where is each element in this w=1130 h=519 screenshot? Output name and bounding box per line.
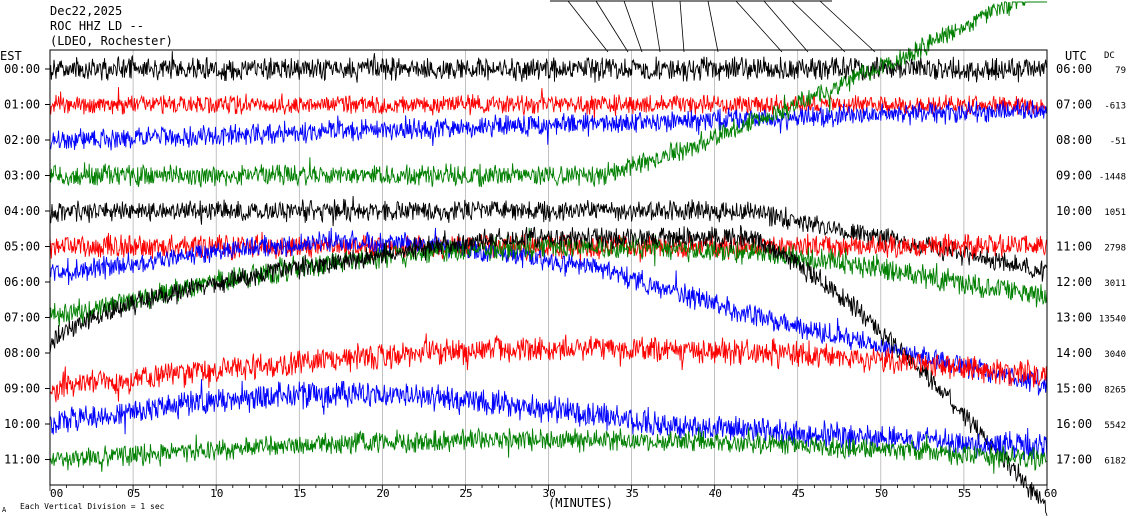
row-label-dc: -613 xyxy=(1104,102,1126,112)
row-label-dc: 5542 xyxy=(1104,421,1126,431)
trace-row-0100 xyxy=(49,87,1048,121)
row-label-utc: 10:00 xyxy=(1056,204,1092,218)
x-tick-label: 50 xyxy=(875,487,888,500)
event-pointer xyxy=(567,0,609,53)
trace-row-0900 xyxy=(49,333,1048,403)
event-pointer xyxy=(763,0,809,53)
trace-row-0800 xyxy=(49,224,1048,516)
x-tick-label: 30 xyxy=(543,487,556,500)
right-axis-label: UTC xyxy=(1065,49,1087,63)
row-label-utc: 17:00 xyxy=(1056,453,1092,467)
row-label-dc: 1051 xyxy=(1104,208,1126,218)
row-label-dc: 79 xyxy=(1115,66,1126,76)
header-station: ROC HHZ LD -- xyxy=(50,19,144,33)
row-label-est: 02:00 xyxy=(4,133,40,147)
label-layer: Dec22,2025 ROC HHZ LD -- (LDEO, Rocheste… xyxy=(0,4,1126,514)
x-tick-label: 60 xyxy=(1044,487,1057,500)
row-label-dc: 3040 xyxy=(1104,350,1126,360)
trace-row-1000 xyxy=(49,379,1048,461)
x-tick-label: 35 xyxy=(626,487,639,500)
footer-note: Each Vertical Division = 1 sec xyxy=(20,502,165,511)
trace-row-0300 xyxy=(49,1,1047,188)
trace-layer xyxy=(49,1,1048,516)
x-tick-label: 00 xyxy=(50,487,63,500)
row-label-est: 03:00 xyxy=(4,169,40,183)
trace-row-0000 xyxy=(49,51,1048,83)
x-tick-label: 20 xyxy=(376,487,389,500)
header-network: (LDEO, Rochester) xyxy=(50,34,173,48)
x-tick-label: 40 xyxy=(709,487,722,500)
row-label-dc: 8265 xyxy=(1104,386,1126,396)
left-axis-label: EST xyxy=(0,49,22,63)
row-label-utc: 16:00 xyxy=(1056,417,1092,431)
trace-row-0500 xyxy=(49,231,1048,266)
event-pointer xyxy=(595,0,629,53)
event-pointer xyxy=(791,0,846,53)
row-label-dc: 6182 xyxy=(1104,457,1126,467)
trace-row-0400 xyxy=(49,195,1048,282)
row-labels: 00:00 06:00 79 01:00 07:00 -613 02:00 08:00 -51 0… xyxy=(4,62,1126,467)
event-pointer xyxy=(623,0,643,53)
dc-column-label: DC xyxy=(1104,51,1115,61)
row-label-utc: 06:00 xyxy=(1056,62,1092,76)
trace-row-1100 xyxy=(49,426,1048,474)
x-tick-labels: 00 05 10 15 20 25 30 35 40 45 50 55 60 xyxy=(50,487,1057,500)
row-label-est: 09:00 xyxy=(4,382,40,396)
row-label-est: 06:00 xyxy=(4,275,40,289)
row-label-dc: -1448 xyxy=(1099,173,1126,183)
row-label-est: 11:00 xyxy=(4,453,40,467)
row-label-utc: 11:00 xyxy=(1056,240,1092,254)
row-label-dc: -51 xyxy=(1110,137,1126,147)
trace-row-0200 xyxy=(49,99,1048,151)
x-tick-label: 15 xyxy=(293,487,306,500)
row-label-est: 05:00 xyxy=(4,240,40,254)
x-axis-label: (MINUTES) xyxy=(548,496,613,510)
event-pointer xyxy=(679,0,685,53)
x-tick-label: 45 xyxy=(792,487,805,500)
event-pointer xyxy=(819,0,876,53)
row-label-utc: 13:00 xyxy=(1056,311,1092,325)
row-label-utc: 15:00 xyxy=(1056,382,1092,396)
event-pointer xyxy=(735,0,783,53)
row-label-dc: 3011 xyxy=(1104,279,1126,289)
x-tick-label: 55 xyxy=(958,487,971,500)
row-label-utc: 07:00 xyxy=(1056,98,1092,112)
row-label-utc: 14:00 xyxy=(1056,346,1092,360)
corner-mark: A xyxy=(2,506,7,514)
trace-row-0600 xyxy=(49,227,1048,397)
header-date: Dec22,2025 xyxy=(50,4,122,18)
plot-frame xyxy=(49,49,1048,486)
event-pointer xyxy=(707,0,719,53)
row-label-utc: 12:00 xyxy=(1056,275,1092,289)
row-label-utc: 08:00 xyxy=(1056,133,1092,147)
row-label-est: 04:00 xyxy=(4,204,40,218)
row-label-est: 08:00 xyxy=(4,346,40,360)
x-tick-label: 25 xyxy=(459,487,472,500)
row-label-est: 00:00 xyxy=(4,62,40,76)
row-label-est: 07:00 xyxy=(4,311,40,325)
event-pointer-lines xyxy=(550,0,876,53)
x-tick-label: 10 xyxy=(210,487,223,500)
row-label-utc: 09:00 xyxy=(1056,169,1092,183)
row-label-est: 01:00 xyxy=(4,98,40,112)
x-tick-label: 05 xyxy=(127,487,140,500)
row-label-est: 10:00 xyxy=(4,417,40,431)
event-pointer xyxy=(651,0,661,53)
row-label-dc: 13540 xyxy=(1099,315,1126,325)
row-label-dc: 2798 xyxy=(1104,244,1126,254)
